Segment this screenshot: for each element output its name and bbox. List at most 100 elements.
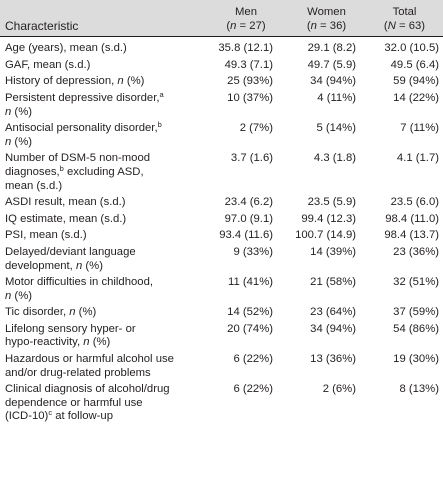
row-characteristic: Hazardous or harmful alcohol use and/or d… [0, 352, 205, 382]
row-total-value: 49.5 (6.4) [390, 58, 439, 71]
row-total-value: 14 (22%) [393, 91, 439, 104]
row-characteristic: Clinical diagnosis of alcohol/drug depend… [0, 382, 205, 426]
row-women-value: 14 (39%) [310, 245, 356, 258]
label-text: Number of DSM-5 non-mood [5, 152, 151, 165]
row-women-value: 100.7 (14.9) [295, 229, 356, 242]
row-women-value: 4 (11%) [317, 91, 356, 104]
row-characteristic: Age (years), mean (s.d.) [0, 37, 205, 58]
table-row: Motor difficulties in childhood, n (%) 11 … [0, 275, 443, 305]
label-text: at follow-up [52, 410, 113, 423]
row-women-value: 99.4 (12.3) [301, 212, 356, 225]
label-text: n [5, 105, 12, 118]
row-women-value: 23 (64%) [310, 306, 356, 319]
row-men-value: 2 (7%) [239, 122, 273, 135]
label-text: (ICD-10) [5, 410, 49, 423]
table-row: Clinical diagnosis of alcohol/drug depend… [0, 382, 443, 426]
table-row: Number of DSM-5 non-mood diagnoses,b excl… [0, 151, 443, 195]
table-row: History of depression, n (%) 25 (93%) 34 (… [0, 74, 443, 91]
row-women-value: 23.5 (5.9) [307, 196, 356, 209]
table-row: Delayed/deviant language development, n (… [0, 245, 443, 275]
header-men: Men (n = 27) [205, 0, 287, 37]
table-row: ASDI result, mean (s.d.) 23.4 (6.2) 23.5 (… [0, 195, 443, 212]
table-row: PSI, mean (s.d.) 93.4 (11.6) 100.7 (14.9) 9… [0, 228, 443, 245]
row-men-value: 9 (33%) [233, 245, 273, 258]
label-text: GAF, mean (s.d.) [5, 58, 91, 71]
table-row: Persistent depressive disorder,a n (%) 10 … [0, 91, 443, 121]
row-characteristic: Lifelong sensory hyper- or hypo-reactivit… [0, 322, 205, 352]
row-men-value: 20 (74%) [227, 322, 273, 335]
label-text: Motor difficulties in childhood, [5, 276, 153, 289]
row-women-value: 34 (94%) [310, 322, 356, 335]
row-total-value: 54 (86%) [393, 322, 439, 335]
row-characteristic: History of depression, n (%) [0, 74, 205, 91]
label-text: n [5, 135, 12, 148]
row-characteristic: Persistent depressive disorder,a n (%) [0, 91, 205, 121]
label-text: Tic disorder, [5, 306, 70, 319]
label-text: diagnoses, [5, 165, 60, 178]
row-total-value: 19 (30%) [393, 353, 439, 366]
header-characteristic-label: Characteristic [5, 18, 79, 33]
row-men-value: 3.7 (1.6) [230, 152, 273, 165]
label-text: n [117, 75, 124, 88]
label-text: Antisocial personality disorder, [5, 122, 158, 135]
row-characteristic: PSI, mean (s.d.) [0, 228, 205, 245]
row-women-value: 5 (14%) [316, 122, 356, 135]
row-women-value: 21 (58%) [310, 276, 356, 289]
label-text: n [5, 289, 12, 302]
header-total: Total (N = 63) [366, 0, 443, 37]
row-women-value: 4.3 (1.8) [313, 152, 356, 165]
header-women-label: Women [307, 6, 346, 18]
row-men-value: 35.8 (12.1) [218, 42, 273, 55]
row-men-value: 6 (22%) [233, 353, 273, 366]
footnote-marker: a [159, 89, 164, 99]
row-characteristic: Antisocial personality disorder,b n (%) [0, 121, 205, 151]
label-text: n [69, 306, 76, 319]
label-text: IQ estimate, mean (s.d.) [5, 212, 127, 225]
row-characteristic: ASDI result, mean (s.d.) [0, 195, 205, 212]
label-text: PSI, mean (s.d.) [5, 229, 87, 242]
label-text: Delayed/deviant language [5, 245, 136, 258]
row-men-value: 93.4 (11.6) [219, 229, 273, 242]
row-total-value: 98.4 (11.0) [385, 212, 439, 225]
label-text: mean (s.d.) [5, 179, 63, 192]
row-men-value: 6 (22%) [233, 383, 273, 396]
row-total-value: 23.5 (6.0) [390, 196, 439, 209]
label-text: (%) [75, 306, 97, 319]
row-total-value: 32 (51%) [393, 276, 439, 289]
row-characteristic: GAF, mean (s.d.) [0, 58, 205, 75]
row-men-value: 49.3 (7.1) [224, 58, 273, 71]
table-row: Tic disorder, n (%) 14 (52%) 23 (64%) 37 (5… [0, 305, 443, 322]
label-text: n [83, 336, 90, 349]
row-characteristic: Motor difficulties in childhood, n (%) [0, 275, 205, 305]
footnote-marker: b [157, 120, 162, 130]
row-total-value: 32.0 (10.5) [384, 42, 439, 55]
label-text: (%) [11, 289, 33, 302]
footnote-marker: c [48, 408, 53, 418]
header-total-label: Total [392, 6, 417, 18]
row-total-value: 4.1 (1.7) [396, 152, 439, 165]
label-text: (%) [11, 105, 33, 118]
row-total-value: 98.4 (13.7) [384, 229, 439, 242]
label-text: History of depression, [5, 75, 118, 88]
row-women-value: 2 (6%) [322, 383, 356, 396]
row-total-value: 23 (36%) [393, 245, 439, 258]
table-row: Age (years), mean (s.d.) 35.8 (12.1) 29.1 … [0, 37, 443, 58]
row-total-value: 7 (11%) [400, 122, 439, 135]
label-text: (%) [89, 336, 111, 349]
row-women-value: 29.1 (8.2) [307, 42, 356, 55]
row-characteristic: Number of DSM-5 non-mood diagnoses,b excl… [0, 151, 205, 195]
row-men-value: 14 (52%) [227, 306, 273, 319]
row-men-value: 25 (93%) [227, 75, 273, 88]
label-text: Hazardous or harmful alcohol use [5, 353, 174, 366]
row-men-value: 97.0 (9.1) [224, 212, 273, 225]
label-text: Age (years), mean (s.d.) [5, 42, 127, 55]
label-text: dependence or harmful use [5, 396, 143, 409]
row-women-value: 34 (94%) [310, 75, 356, 88]
header-women-n: (n = 36) [306, 19, 347, 32]
table-row: Hazardous or harmful alcohol use and/or d… [0, 352, 443, 382]
label-text: and/or drug-related problems [5, 366, 151, 379]
table-body: Age (years), mean (s.d.) 35.8 (12.1) 29.1 … [0, 37, 443, 426]
header-characteristic: Characteristic [0, 0, 205, 37]
header-women: Women (n = 36) [287, 0, 366, 37]
